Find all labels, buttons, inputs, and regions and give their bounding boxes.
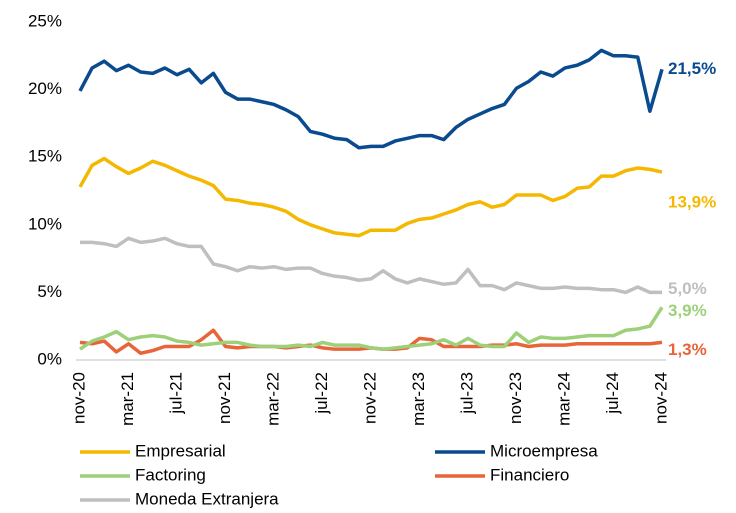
legend-label: Financiero: [490, 465, 569, 484]
series-line: [78, 156, 663, 238]
x-tick-label: nov-23: [506, 372, 525, 424]
x-tick-label: nov-24: [651, 372, 670, 424]
x-tick-label: nov-22: [360, 372, 379, 424]
x-tick-label: jul-24: [603, 372, 622, 415]
data-label: 3,9%: [668, 301, 707, 320]
series-line: [78, 48, 664, 150]
data-label: 5,0%: [668, 279, 707, 298]
data-label: 13,9%: [668, 193, 716, 212]
x-tick-label: jul-23: [457, 372, 476, 415]
data-label: 21,5%: [668, 59, 716, 78]
x-tick-label: jul-22: [312, 372, 331, 415]
series-line: [79, 328, 663, 355]
series-line: [79, 306, 664, 351]
legend-label: Microempresa: [490, 441, 598, 460]
legend-label: Moneda Extranjera: [135, 489, 279, 508]
y-tick-label: 20%: [28, 79, 62, 98]
x-tick-label: jul-21: [166, 372, 185, 415]
y-tick-label: 15%: [28, 147, 62, 166]
legend-label: Empresarial: [135, 441, 226, 460]
data-label: 1,3%: [668, 340, 707, 359]
x-tick-label: nov-20: [69, 372, 88, 424]
series-line: [80, 236, 662, 295]
y-tick-label: 5%: [37, 282, 62, 301]
x-tick-label: mar-23: [409, 372, 428, 426]
y-tick-label: 25%: [28, 11, 62, 30]
x-tick-label: mar-22: [263, 372, 282, 426]
x-tick-label: nov-21: [215, 372, 234, 424]
x-tick-label: mar-21: [118, 372, 137, 426]
y-tick-label: 0%: [37, 349, 62, 368]
legend-label: Factoring: [135, 465, 206, 484]
x-tick-label: mar-24: [554, 372, 573, 426]
y-tick-label: 10%: [28, 214, 62, 233]
